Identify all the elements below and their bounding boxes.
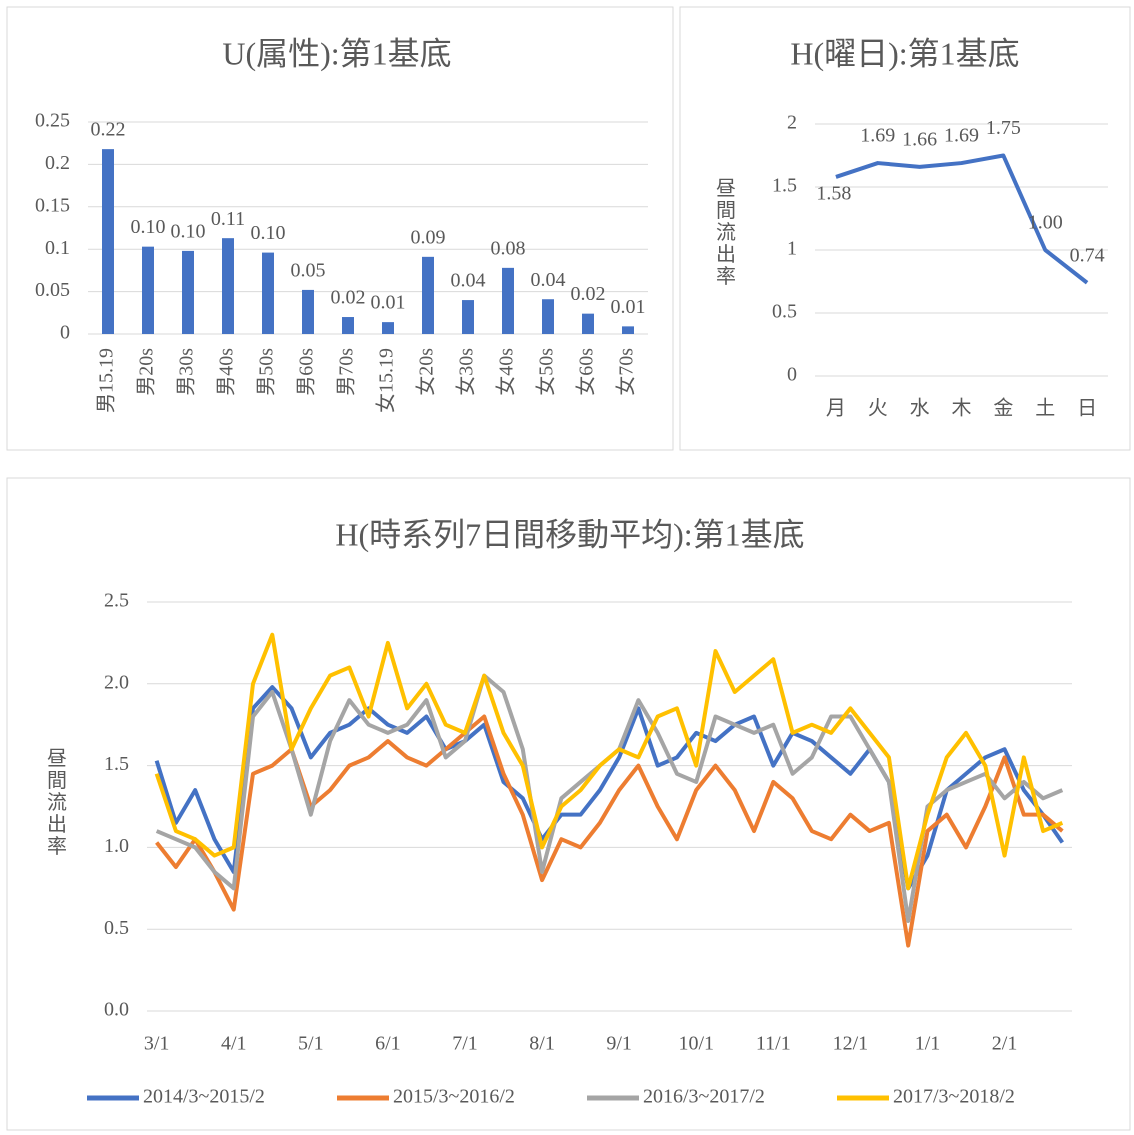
x-tick-label: 5/1 (298, 1033, 324, 1055)
legend-label: 2014/3~2015/2 (143, 1086, 265, 1108)
x-tick-label: 水 (910, 397, 930, 420)
y-tick-label: 0.05 (35, 279, 70, 301)
data-label: 0.01 (611, 296, 646, 318)
x-tick-label: 9/1 (606, 1033, 632, 1055)
x-tick-label: 12/1 (833, 1033, 869, 1055)
x-tick-label: 土 (1035, 397, 1055, 420)
data-label: 0.05 (291, 259, 326, 281)
y-tick-label: 0 (787, 364, 797, 386)
legend-label: 2017/3~2018/2 (893, 1086, 1015, 1108)
x-tick-label: 11/1 (756, 1033, 791, 1055)
y-tick-label: 0.25 (35, 110, 70, 132)
chart-frame (6, 6, 674, 451)
x-tick-label: 8/1 (529, 1033, 555, 1055)
bar (142, 246, 154, 334)
y-tick-label: 0.1 (45, 237, 70, 259)
bar (502, 267, 514, 334)
x-tick-label: 6/1 (375, 1033, 401, 1055)
y-tick-label: 2.5 (104, 590, 129, 612)
x-tick-label: 男20s (136, 348, 158, 396)
data-label: 1.00 (1028, 212, 1063, 234)
data-label: 0.22 (91, 119, 126, 141)
data-label: 0.02 (571, 283, 606, 305)
data-label: 0.02 (331, 287, 366, 309)
data-label: 0.74 (1070, 244, 1105, 266)
bar (342, 317, 354, 334)
bar (622, 326, 634, 334)
x-tick-label: 男60s (296, 348, 318, 396)
line-series (154, 632, 1064, 891)
y-tick-label: 1.0 (104, 835, 129, 857)
y-tick-label: 0 (60, 322, 70, 344)
x-tick-label: 男40s (216, 348, 238, 396)
y-tick-label: 1.5 (772, 175, 797, 197)
data-label: 0.10 (131, 216, 166, 238)
y-tick-label: 1 (787, 238, 797, 260)
bar (542, 299, 554, 334)
data-label: 0.04 (531, 269, 566, 291)
x-tick-label: 木 (952, 397, 972, 420)
line-series (835, 153, 1089, 285)
x-tick-label: 金 (993, 397, 1013, 420)
data-label: 0.11 (211, 208, 245, 230)
x-tick-label: 4/1 (221, 1033, 247, 1055)
data-label: 0.01 (371, 292, 406, 314)
x-tick-label: 3/1 (144, 1033, 170, 1055)
legend-label: 2015/3~2016/2 (393, 1086, 515, 1108)
data-label: 1.58 (816, 183, 851, 205)
x-tick-label: 男70s (336, 348, 358, 396)
bar (462, 300, 474, 334)
chart-title: H(時系列7日間移動平均):第1基底 (335, 516, 804, 552)
bar (262, 252, 274, 334)
x-tick-label: 男15.19 (96, 348, 118, 413)
x-tick-label: 火 (868, 398, 888, 420)
x-tick-label: 日 (1077, 398, 1097, 420)
data-label: 0.10 (251, 222, 286, 244)
y-axis-label: 昼間流出率 (47, 748, 67, 858)
bar (422, 256, 434, 334)
x-tick-label: 女30s (455, 348, 478, 396)
data-label: 1.69 (944, 125, 979, 147)
data-label: 0.08 (491, 237, 526, 259)
bar (382, 322, 394, 334)
x-tick-label: 女50s (535, 348, 558, 396)
x-tick-label: 女15.19 (375, 348, 398, 413)
x-tick-label: 女60s (575, 348, 598, 396)
y-tick-label: 0.5 (104, 917, 129, 939)
y-axis-label: 昼間流出率 (716, 178, 736, 288)
y-tick-label: 2.0 (104, 671, 129, 693)
y-tick-label: 0.5 (772, 301, 797, 323)
y-tick-label: 1.5 (104, 753, 129, 775)
x-tick-label: 7/1 (452, 1033, 478, 1055)
bar (182, 250, 194, 334)
x-tick-label: 1/1 (915, 1033, 941, 1055)
x-tick-label: 男50s (256, 348, 278, 396)
data-label: 0.10 (171, 220, 206, 242)
y-tick-label: 0.15 (35, 194, 70, 216)
data-label: 1.75 (986, 117, 1021, 139)
x-tick-label: 月 (826, 398, 846, 420)
y-tick-label: 2 (787, 112, 797, 134)
bar (302, 289, 314, 334)
x-tick-label: 女40s (495, 348, 518, 396)
chart-title: H(曜日):第1基底 (790, 35, 1019, 71)
chart-frame (6, 477, 1131, 1131)
x-tick-label: 2/1 (992, 1033, 1018, 1055)
x-tick-label: 10/1 (678, 1033, 714, 1055)
chart-title: U(属性):第1基底 (222, 35, 451, 71)
legend-label: 2016/3~2017/2 (643, 1086, 765, 1108)
bar (102, 149, 114, 334)
data-label: 1.69 (860, 125, 895, 147)
bar (222, 238, 234, 334)
x-tick-label: 男30s (176, 348, 198, 396)
y-tick-label: 0.0 (104, 999, 129, 1021)
bar (582, 313, 594, 334)
x-tick-label: 女20s (415, 348, 438, 396)
data-label: 0.09 (411, 226, 446, 248)
y-tick-label: 0.2 (45, 152, 70, 174)
x-tick-label: 女70s (615, 348, 638, 396)
data-label: 0.04 (451, 270, 486, 292)
data-label: 1.66 (902, 128, 937, 150)
